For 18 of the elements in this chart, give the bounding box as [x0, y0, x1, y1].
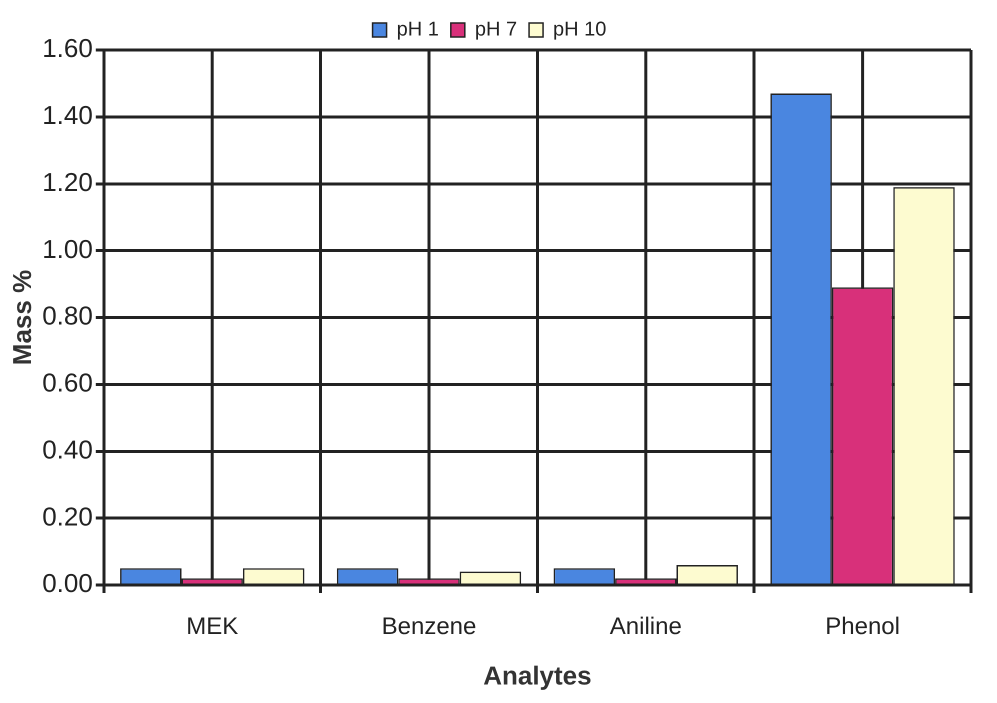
legend-label: pH 10 [553, 18, 606, 41]
y-tick-label: 0.20 [42, 501, 93, 532]
x-tick-label: Benzene [382, 613, 476, 640]
y-tick-label: 1.40 [42, 100, 93, 130]
x-tick-label: Phenol [825, 613, 900, 640]
y-tick-label: 0.60 [42, 368, 93, 398]
x-tick-label: Aniline [610, 613, 682, 640]
x-axis-title: Analytes [483, 660, 592, 691]
y-tick-label: 1.00 [42, 234, 93, 264]
y-axis-title: Mass % [6, 270, 37, 366]
legend-label: pH 7 [474, 18, 518, 41]
y-tick-label: 0.00 [42, 568, 93, 598]
x-tick-label: MEK [186, 613, 238, 640]
legend-label: pH 1 [396, 18, 439, 41]
y-tick-label: 1.20 [42, 166, 93, 197]
y-tick-label: 0.40 [42, 434, 93, 464]
y-tick-label: 1.60 [42, 33, 93, 64]
y-tick-label: 0.80 [42, 300, 93, 331]
